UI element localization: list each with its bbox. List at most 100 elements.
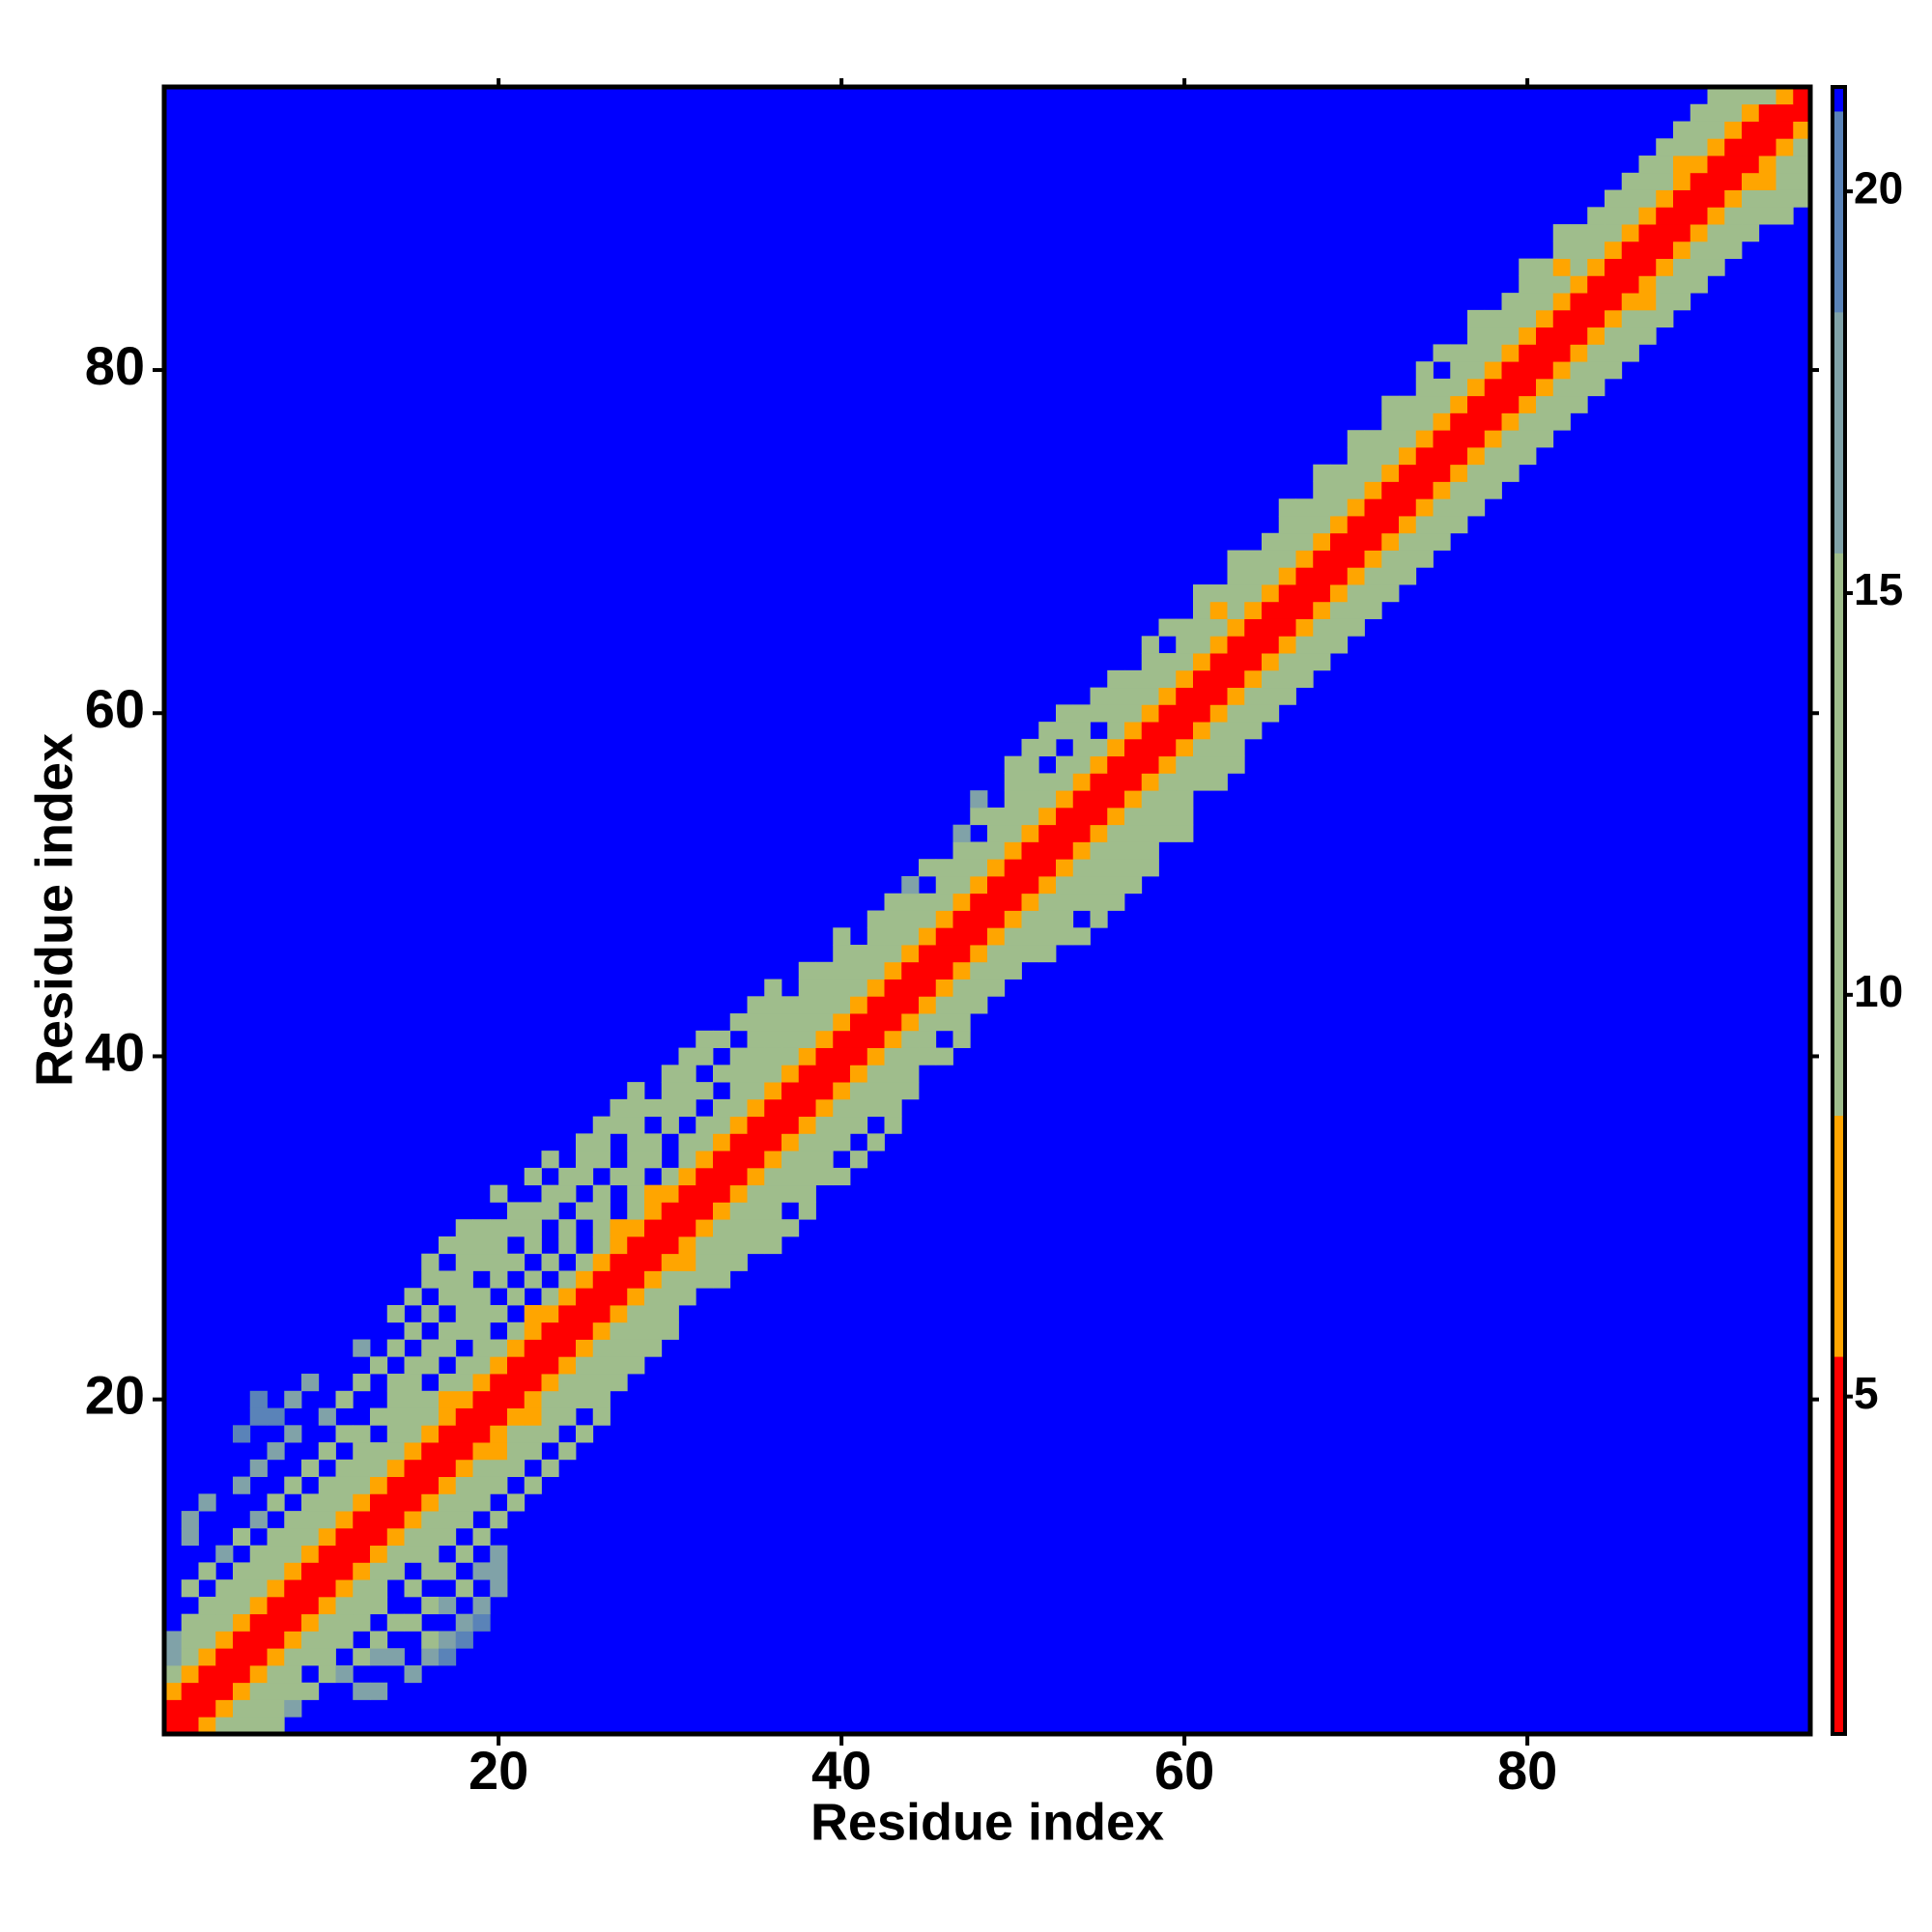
heatmap-cell — [627, 1270, 645, 1289]
heatmap-cell — [884, 1098, 902, 1118]
heatmap-cell — [164, 1648, 183, 1666]
heatmap-cell — [1536, 327, 1554, 345]
heatmap-cell — [353, 1459, 371, 1477]
heatmap-cell — [370, 1527, 388, 1547]
heatmap-cell — [1501, 378, 1520, 397]
heatmap-cell — [1519, 327, 1537, 345]
heatmap-cell — [1021, 755, 1039, 774]
heatmap-cell — [1484, 327, 1502, 345]
heatmap-cell — [455, 1579, 473, 1598]
heatmap-cell — [318, 1648, 336, 1666]
heatmap-cell — [729, 1253, 748, 1271]
heatmap-cell — [1381, 550, 1400, 568]
heatmap-cell — [472, 1425, 491, 1443]
heatmap-cell — [1330, 567, 1349, 585]
heatmap-cell — [1004, 824, 1022, 842]
heatmap-cell — [1673, 293, 1691, 311]
heatmap-cell — [850, 945, 868, 963]
heatmap-cell — [1262, 567, 1280, 585]
heatmap-cell — [592, 1236, 611, 1255]
heatmap-cell — [439, 1339, 457, 1357]
heatmap-cell — [318, 1562, 336, 1580]
heatmap-cell — [421, 1442, 440, 1461]
heatmap-cell — [215, 1613, 234, 1632]
heatmap-cell — [1690, 172, 1708, 190]
heatmap-cell — [1072, 773, 1091, 791]
heatmap-cell — [1347, 430, 1365, 448]
heatmap-cell — [1141, 824, 1159, 842]
heatmap-cell — [833, 927, 851, 946]
heatmap-cell — [404, 1390, 422, 1408]
heatmap-cell — [1107, 824, 1125, 842]
heatmap-cell — [1004, 961, 1022, 980]
heatmap-cell — [644, 1270, 663, 1289]
heatmap-cell — [1176, 618, 1194, 637]
heatmap-cell — [610, 1219, 628, 1237]
heatmap-cell — [833, 1167, 851, 1186]
heatmap-cell — [1742, 172, 1760, 190]
heatmap-cell — [627, 1219, 645, 1237]
heatmap-cell — [301, 1562, 320, 1580]
heatmap-cell — [558, 1304, 577, 1323]
heatmap-cell — [1656, 241, 1674, 260]
heatmap-cell — [164, 1682, 183, 1700]
heatmap-cell — [764, 1047, 782, 1065]
heatmap-cell — [815, 1013, 834, 1032]
heatmap-cell — [764, 1236, 782, 1255]
heatmap-cell — [1038, 859, 1057, 877]
heatmap-cell — [919, 996, 937, 1014]
heatmap-cell — [1209, 722, 1228, 740]
heatmap-cell — [1638, 207, 1657, 225]
heatmap-cell — [421, 1304, 440, 1323]
heatmap-cell — [1278, 601, 1296, 619]
heatmap-cell — [1244, 567, 1263, 585]
heatmap-cell — [1552, 224, 1571, 242]
heatmap-cell — [1072, 859, 1091, 877]
heatmap-cell — [455, 1253, 473, 1271]
heatmap-cell — [713, 1030, 731, 1048]
heatmap-cell — [1605, 241, 1623, 260]
heatmap-cell — [490, 1476, 508, 1494]
heatmap-cell — [1278, 567, 1296, 585]
heatmap-cell — [713, 1270, 731, 1289]
heatmap-cell — [215, 1648, 234, 1666]
heatmap-cell — [1690, 224, 1708, 242]
heatmap-cell — [472, 1596, 491, 1615]
heatmap-cell — [696, 1202, 714, 1220]
heatmap-cell — [233, 1425, 251, 1443]
heatmap-cell — [1758, 207, 1776, 225]
heatmap-cell — [1330, 584, 1349, 603]
heatmap-cell — [1467, 361, 1486, 380]
heatmap-cell — [1621, 344, 1639, 362]
heatmap-cell — [661, 1321, 679, 1340]
heatmap-cell — [421, 1425, 440, 1443]
heatmap-cell — [815, 1167, 834, 1186]
heatmap-cell — [1707, 121, 1725, 139]
heatmap-cell — [335, 1579, 354, 1598]
heatmap-cell — [1262, 532, 1280, 551]
heatmap-cell — [1656, 293, 1674, 311]
heatmap-cell — [1450, 464, 1468, 482]
heatmap-cell — [1227, 704, 1245, 723]
heatmap-cell — [884, 996, 902, 1014]
heatmap-cell — [764, 996, 782, 1014]
heatmap-cell — [541, 1253, 559, 1271]
heatmap-cell — [1330, 636, 1349, 654]
heatmap-cell — [215, 1699, 234, 1718]
heatmap-cell — [1570, 224, 1588, 242]
heatmap-cell — [1484, 464, 1502, 482]
heatmap-cell — [524, 1339, 542, 1357]
heatmap-cell — [455, 1493, 473, 1512]
heatmap-cell — [284, 1511, 302, 1529]
heatmap-cell — [1021, 893, 1039, 911]
heatmap-cell — [1313, 584, 1331, 603]
heatmap-cell — [592, 1202, 611, 1220]
heatmap-cell — [164, 1631, 183, 1649]
heatmap-cell — [644, 1202, 663, 1220]
heatmap-cell — [507, 1219, 526, 1237]
heatmap-cell — [1227, 636, 1245, 654]
heatmap-cell — [970, 945, 988, 963]
heatmap-cell — [781, 1030, 800, 1048]
heatmap-cell — [1176, 636, 1194, 654]
heatmap-cell — [524, 1270, 542, 1289]
